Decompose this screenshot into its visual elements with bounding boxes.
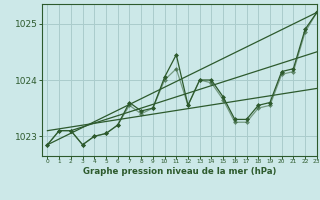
X-axis label: Graphe pression niveau de la mer (hPa): Graphe pression niveau de la mer (hPa) bbox=[83, 167, 276, 176]
